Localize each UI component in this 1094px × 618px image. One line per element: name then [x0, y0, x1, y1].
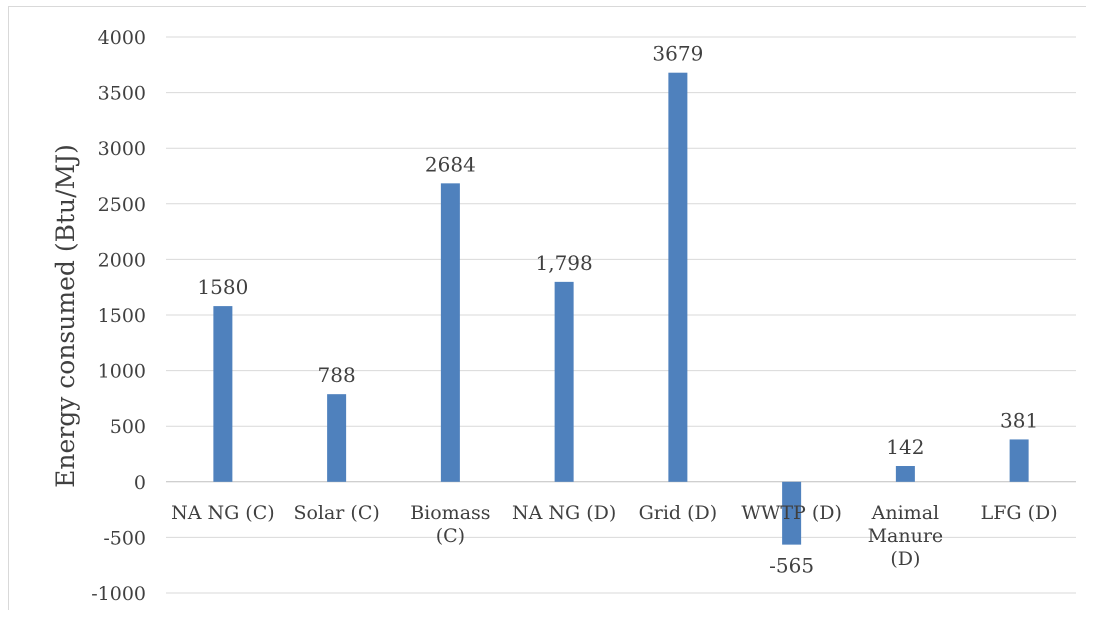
bars [213, 72, 1029, 545]
y-tick-label: 1500 [98, 305, 146, 327]
x-category-label: Manure [868, 525, 944, 547]
data-label: 381 [1000, 408, 1038, 432]
bar [782, 481, 802, 545]
y-tick-label: 2000 [98, 249, 146, 271]
data-label: 1,798 [535, 251, 592, 275]
data-label: 788 [318, 363, 356, 387]
y-tick-label: 0 [134, 472, 146, 494]
x-axis-categories: NA NG (C) Solar (C) Biomass(C) NA NG (D) Gri… [171, 502, 1058, 570]
x-category-label: Animal [871, 502, 939, 524]
y-tick-label: 1000 [98, 361, 146, 383]
y-tick-label: 3000 [98, 138, 146, 160]
x-category-label: NA NG (C) [171, 502, 275, 524]
x-category-label: (D) [890, 548, 920, 570]
data-label: 1580 [197, 275, 248, 299]
y-tick-label: -500 [103, 527, 146, 549]
y-tick-label: 3500 [98, 83, 146, 105]
y-tick-label: 2500 [98, 194, 146, 216]
bar [668, 72, 688, 482]
data-label: 2684 [425, 152, 476, 176]
y-tick-label: 500 [110, 416, 146, 438]
x-category-label: Biomass [410, 502, 490, 524]
bar [213, 306, 233, 482]
y-axis-ticks: 4000 3500 3000 2500 2000 1500 1000 500 0 -500 -100… [91, 27, 146, 605]
bar [554, 281, 574, 482]
bar [327, 394, 347, 482]
y-tick-label: -1000 [91, 583, 146, 605]
data-labels: 1580 788 2684 1,798 3679 -565 142 381 [197, 42, 1038, 578]
chart-frame [8, 6, 1086, 610]
x-category-label: Solar (C) [293, 502, 379, 524]
bar [895, 466, 915, 482]
gridlines [166, 36, 1076, 594]
data-label: -565 [769, 554, 814, 578]
y-axis-label: Energy consumed (Btu/MJ) [51, 144, 80, 488]
bar [1009, 439, 1029, 482]
bar [440, 183, 460, 482]
x-category-label: Grid (D) [639, 502, 718, 524]
y-tick-label: 4000 [98, 27, 146, 49]
x-category-label: NA NG (D) [512, 502, 616, 524]
x-category-label: (C) [436, 525, 465, 547]
data-label: 3679 [652, 42, 703, 66]
data-label: 142 [886, 435, 924, 459]
x-category-label: LFG (D) [981, 502, 1058, 524]
x-category-label: WWTP (D) [741, 502, 842, 524]
